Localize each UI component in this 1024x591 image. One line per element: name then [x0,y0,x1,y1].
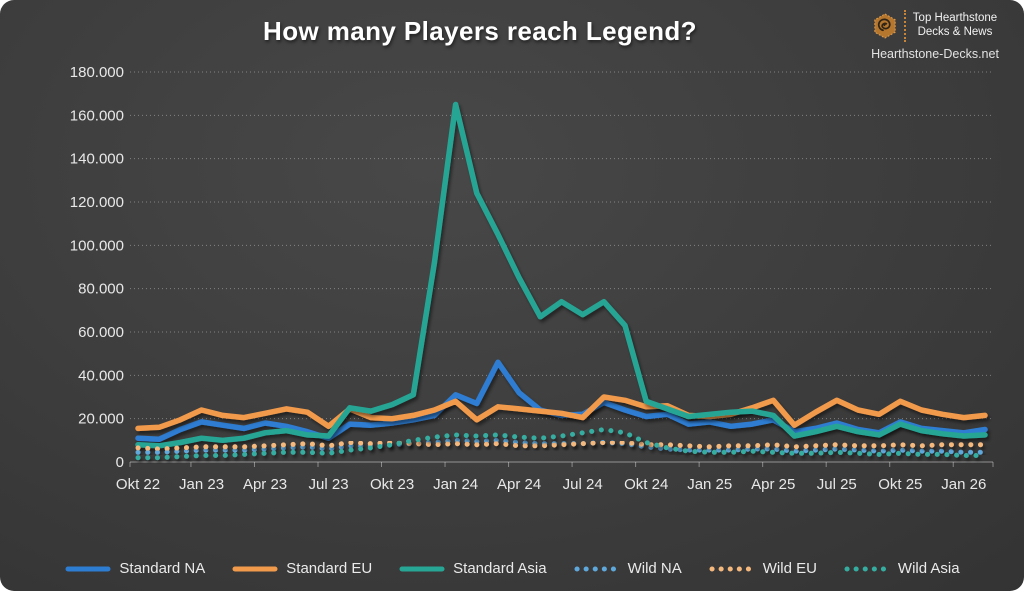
legend-item-wild-na: Wild NA [573,560,682,577]
y-tick-label: 160.000 [70,107,124,124]
brand-website: Hearthstone-Decks.net [871,47,999,61]
x-tick-label: Jan 24 [433,476,478,493]
series-wild-eu [135,440,988,452]
y-tick-label: 180.000 [70,64,124,81]
legend-label-wild-asia: Wild Asia [897,560,960,577]
series-line-standard-na [135,359,988,443]
legend-item-standard-eu: Standard EU [231,560,372,577]
legend-swatch-standard-na [65,566,111,571]
series-line-standard-asia [135,101,988,449]
series-wild-na [135,437,988,455]
y-tick-label: 140.000 [70,151,124,168]
legend-swatch-standard-eu [232,566,278,571]
series-line-wild-na [135,437,988,455]
brand-block: Top Hearthstone Decks & News Hearthstone… [860,10,1010,61]
x-tick-label: Okt 22 [116,476,160,493]
x-tick-label: Jan 23 [179,476,224,493]
y-tick-label: 20.000 [78,411,124,428]
x-tick-label: Jul 24 [563,476,603,493]
legend-label-standard-na: Standard NA [119,560,206,577]
x-tick-label: Okt 24 [624,476,668,493]
legend-label-standard-asia: Standard Asia [453,560,547,577]
legend-swatch-wild-eu [709,566,755,571]
x-axis-labels: Okt 22 Jan 23 Apr 23 Jul 23 Okt 23 Jan 24 Apr … [116,476,986,493]
page-title: How many Players reach Legend? [263,16,697,46]
legend-swatch-wild-na [574,566,620,571]
legend-label-standard-eu: Standard EU [286,560,373,577]
series-line-wild-asia [135,427,988,461]
x-tick-label: Apr 24 [497,476,541,493]
series-wild-asia [135,427,988,461]
legend-swatch-standard-asia [399,566,445,571]
legend-item-standard-asia: Standard Asia [398,560,547,577]
legend-swatch-wild-asia [844,566,890,571]
y-tick-label: 40.000 [78,367,124,384]
x-tick-label: Apr 25 [751,476,795,493]
x-tick-label: Okt 23 [370,476,414,493]
series-line-standard-eu [135,394,988,432]
x-tick-label: Jul 25 [817,476,857,493]
legend-label-wild-eu: Wild EU [762,560,817,577]
y-gridlines [130,71,993,463]
brand-name: Top Hearthstone Decks & News [913,12,997,40]
y-tick-label: 120.000 [70,194,124,211]
legend-item-wild-eu: Wild EU [708,560,817,577]
x-tick-label: Jul 23 [309,476,349,493]
series-line-wild-eu [135,440,988,452]
y-tick-label: 60.000 [78,324,124,341]
legend-item-wild-asia: Wild Asia [843,560,960,577]
x-tick-label: Jan 26 [941,476,986,493]
y-tick-label: 100.000 [70,237,124,254]
chart-legend: Standard NA Standard EU Standard Asia Wild … [0,560,1024,577]
y-tick-label: 80.000 [78,281,124,298]
x-tick-label: Jan 25 [687,476,732,493]
series-standard-eu [135,394,988,432]
brand-divider [903,10,906,42]
series-standard-na [135,359,988,443]
series-standard-asia [135,101,988,449]
hearthstone-logo-icon [874,13,896,39]
x-tick-marks [129,462,994,467]
y-tick-label: 0 [116,454,124,471]
x-tick-label: Apr 23 [243,476,287,493]
x-tick-label: Okt 25 [878,476,922,493]
y-axis-labels: 0 20.000 40.000 60.000 80.000 100.000 120.000 1… [70,64,124,471]
brand-name-line2: Decks & News [917,26,993,38]
brand-name-line1: Top Hearthstone [912,12,998,25]
brand-row: Top Hearthstone Decks & News [860,10,1010,42]
legend-label-wild-na: Wild NA [627,560,682,577]
legend-item-standard-na: Standard NA [64,560,205,577]
